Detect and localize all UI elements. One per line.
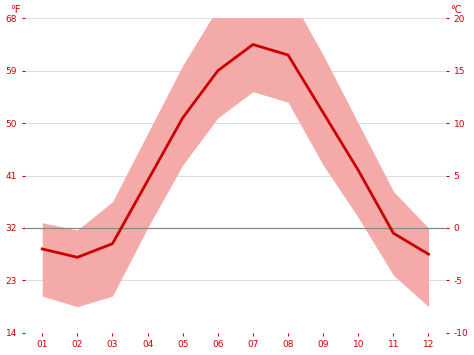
Text: °F: °F [10, 5, 20, 15]
Text: °C: °C [450, 5, 462, 15]
